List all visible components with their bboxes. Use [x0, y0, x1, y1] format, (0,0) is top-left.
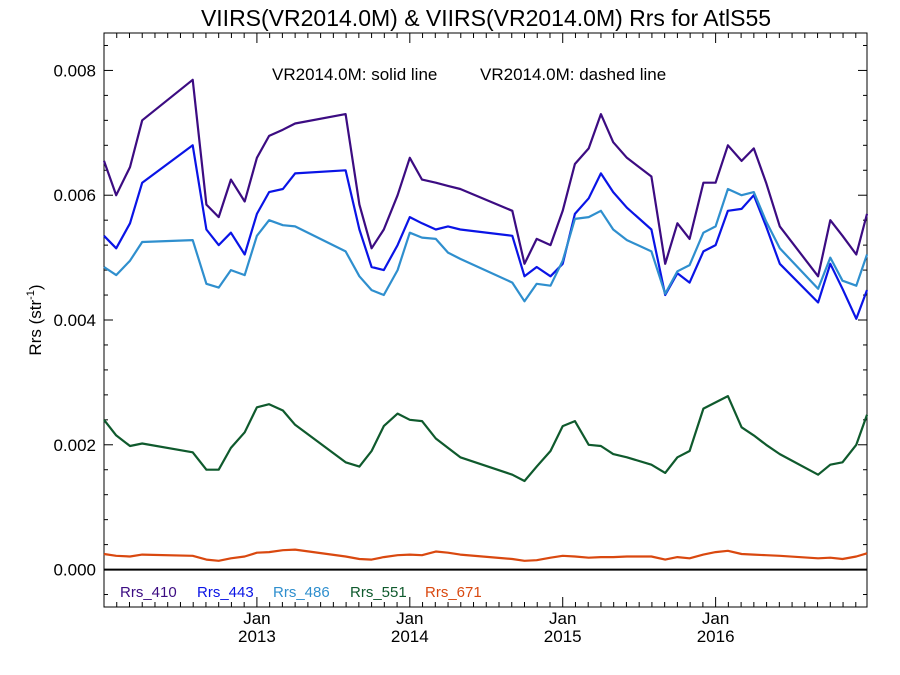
y-tick-label: 0.008: [53, 61, 96, 80]
y-axis-label-close: ): [26, 284, 45, 290]
legend-item-rrs-551: Rrs_551: [350, 584, 407, 601]
y-tick-label: 0.000: [53, 561, 96, 580]
y-axis-label: Rrs (str-1): [25, 284, 45, 355]
x-tick-label-month: Jan: [243, 609, 270, 628]
x-tick-label-year: 2016: [697, 627, 735, 646]
x-tick-label-year: 2014: [391, 627, 429, 646]
plot-frame: [103, 32, 868, 608]
x-tick-label-month: Jan: [549, 609, 576, 628]
y-tick-label: 0.006: [53, 186, 96, 205]
series-line-rrs-410: [102, 78, 869, 278]
y-axis-label-superscript: -1: [25, 290, 37, 300]
y-tick-label: 0.002: [53, 436, 96, 455]
legend-item-rrs-486: Rrs_486: [273, 584, 330, 601]
series-line-rrs-486: [103, 187, 869, 303]
x-tick-label-year: 2013: [238, 627, 276, 646]
y-tick-label: 0.004: [53, 311, 96, 330]
annotation-dashed: VR2014.0M: dashed line: [480, 65, 666, 84]
series-line-rrs-443: [103, 144, 869, 320]
series-line-rrs-551: [103, 395, 869, 483]
y-axis-label-main: Rrs (str: [26, 300, 45, 356]
legend-item-rrs-410: Rrs_410: [120, 584, 177, 601]
legend-item-rrs-671: Rrs_671: [425, 584, 482, 601]
annotation-solid: VR2014.0M: solid line: [272, 65, 437, 84]
x-tick-label-month: Jan: [702, 609, 729, 628]
series-line-rrs-671: [103, 548, 868, 562]
plot-area: 0.0000.0020.0040.0060.008Jan2013Jan2014J…: [53, 32, 869, 646]
x-tick-label-year: 2015: [544, 627, 582, 646]
x-tick-label-month: Jan: [396, 609, 423, 628]
chart-title: VIIRS(VR2014.0M) & VIIRS(VR2014.0M) Rrs …: [201, 5, 771, 31]
legend-item-rrs-443: Rrs_443: [197, 584, 254, 601]
legend: Rrs_410 Rrs_443 Rrs_486 Rrs_551 Rrs_671: [120, 584, 482, 601]
